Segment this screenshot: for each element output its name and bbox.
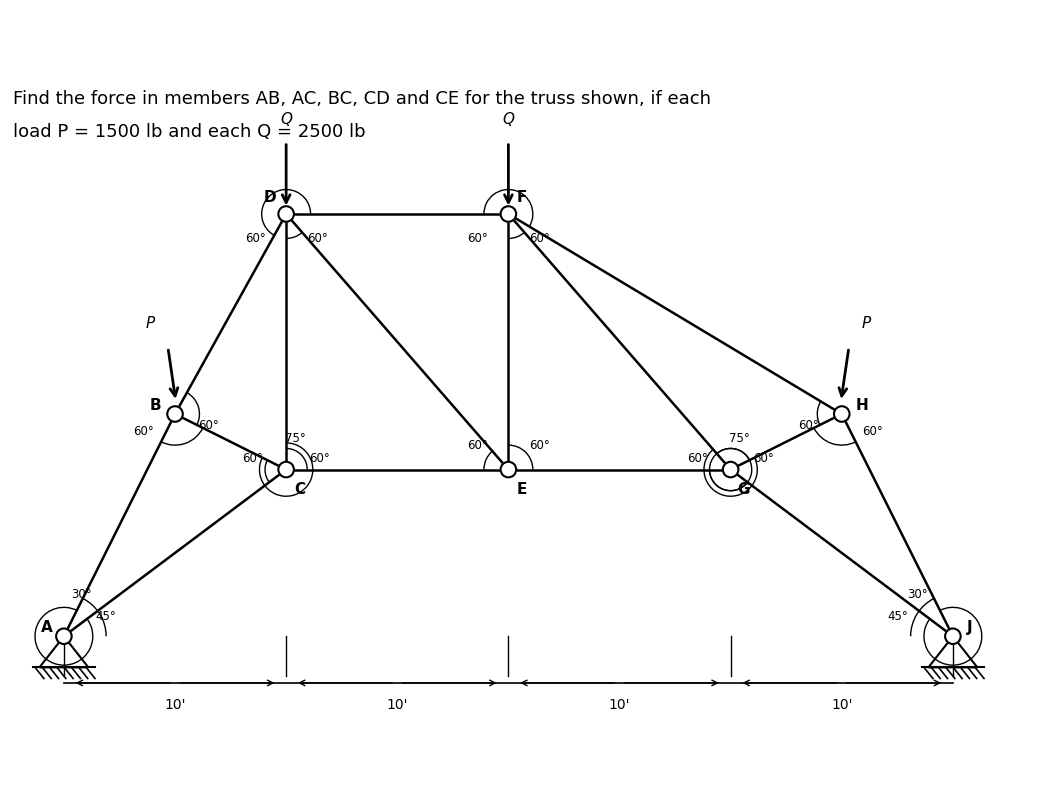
Text: H: H	[855, 398, 869, 413]
Text: 60°: 60°	[862, 425, 883, 438]
Text: F: F	[516, 190, 527, 204]
Text: P: P	[145, 316, 155, 330]
Text: 60°: 60°	[529, 232, 550, 245]
Text: 60°: 60°	[198, 419, 219, 431]
Text: 10': 10'	[387, 698, 408, 713]
Circle shape	[278, 206, 294, 221]
Text: E: E	[516, 482, 527, 497]
Text: 60°: 60°	[753, 452, 774, 465]
Text: 45°: 45°	[96, 610, 116, 623]
Circle shape	[723, 462, 739, 478]
Text: 60°: 60°	[307, 232, 327, 245]
Text: 45°: 45°	[887, 610, 908, 623]
Circle shape	[834, 406, 850, 422]
Text: 75°: 75°	[285, 432, 305, 445]
Text: Q: Q	[281, 112, 292, 128]
Text: C: C	[294, 482, 305, 497]
Text: 30°: 30°	[72, 587, 92, 600]
Text: 30°: 30°	[907, 587, 928, 600]
Circle shape	[501, 462, 516, 478]
Text: 10': 10'	[831, 698, 853, 713]
Text: 60°: 60°	[467, 439, 487, 452]
Text: 60°: 60°	[467, 232, 487, 245]
Text: D: D	[263, 190, 275, 204]
Text: Find the force in members AB, AC, BC, CD and CE for the truss shown, if each: Find the force in members AB, AC, BC, CD…	[14, 90, 711, 108]
Circle shape	[945, 629, 961, 644]
Text: 60°: 60°	[242, 452, 263, 465]
Text: 60°: 60°	[134, 425, 154, 438]
Text: B: B	[150, 398, 161, 413]
Text: 60°: 60°	[798, 419, 819, 431]
Circle shape	[501, 206, 516, 221]
Circle shape	[56, 629, 72, 644]
Text: A: A	[42, 620, 53, 635]
Text: 10': 10'	[164, 698, 186, 713]
Text: 60°: 60°	[244, 232, 265, 245]
Text: 60°: 60°	[529, 439, 550, 452]
Text: J: J	[966, 620, 973, 635]
Circle shape	[167, 406, 183, 422]
Text: 75°: 75°	[729, 432, 750, 445]
Text: load P = 1500 lb and each Q = 2500 lb: load P = 1500 lb and each Q = 2500 lb	[14, 123, 366, 141]
Text: Q: Q	[503, 112, 514, 128]
Text: 60°: 60°	[687, 452, 708, 465]
Text: G: G	[738, 482, 750, 497]
Text: 10': 10'	[609, 698, 631, 713]
Circle shape	[278, 462, 294, 478]
Text: 60°: 60°	[310, 452, 329, 465]
Text: P: P	[861, 316, 871, 330]
